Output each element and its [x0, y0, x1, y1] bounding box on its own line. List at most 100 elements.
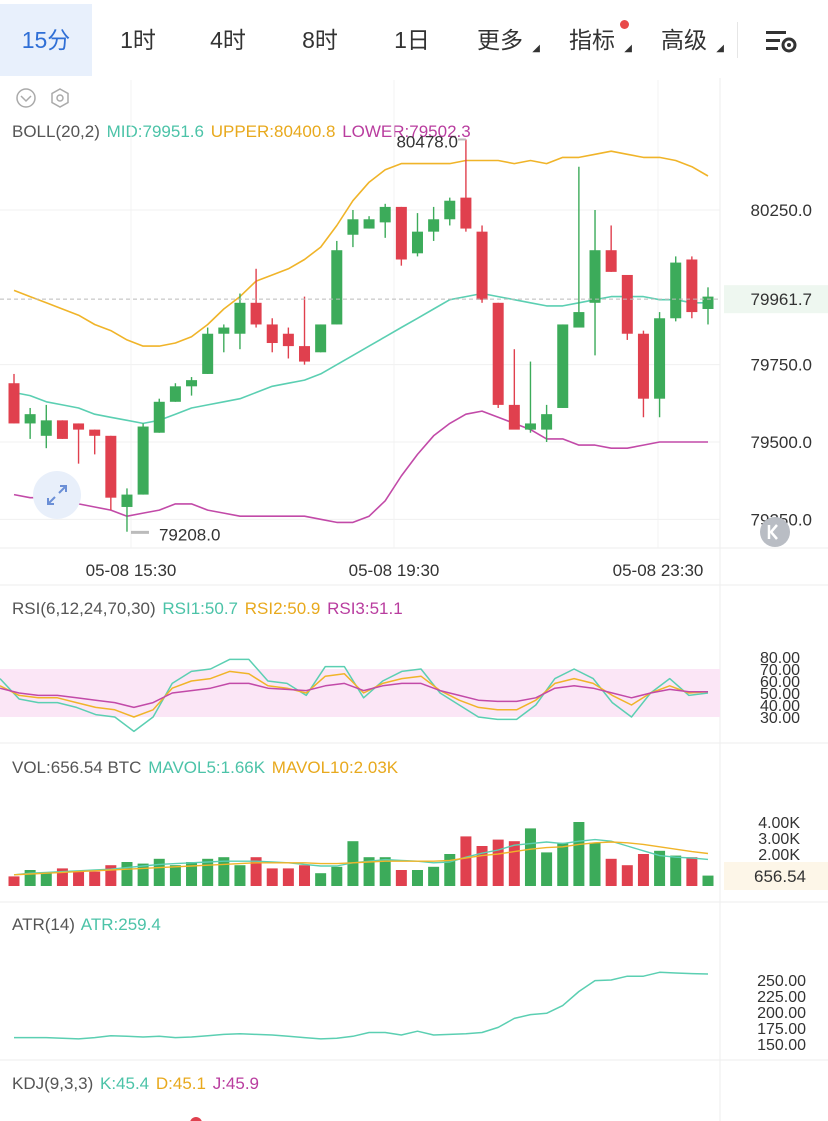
- tab-1d[interactable]: 1日: [394, 27, 430, 53]
- boll-mid-line: [13, 292, 708, 425]
- volume-bar: [428, 866, 440, 886]
- boll-upper-line: [13, 150, 709, 347]
- volume-bar: [492, 839, 504, 886]
- atr-value: ATR:259.4: [80, 915, 161, 934]
- volume-bar: [605, 858, 617, 886]
- volume-bar: [8, 876, 20, 886]
- rsi-header: RSI(6,12,24,70,30) RSI1:50.7 RSI2:50.9 R…: [12, 599, 405, 619]
- tab-4h[interactable]: 4时: [210, 27, 246, 53]
- volume-bar: [169, 865, 181, 886]
- candle-body: [186, 380, 198, 387]
- candle-body: [137, 426, 149, 495]
- volume-bar: [73, 871, 85, 886]
- collapse-chevron-icon[interactable]: [14, 86, 38, 110]
- y-tick-label: 80250.0: [751, 201, 812, 220]
- chart-settings-icon[interactable]: [764, 28, 800, 54]
- boll-name: BOLL(20,2): [12, 122, 100, 141]
- candle-body: [89, 429, 101, 436]
- volume-bar: [686, 857, 698, 886]
- candle-body: [654, 318, 666, 399]
- candle-body: [670, 262, 682, 319]
- volume-bar: [105, 865, 117, 886]
- tab-8h[interactable]: 8时: [302, 27, 338, 53]
- candle-body: [121, 494, 133, 507]
- rsi2-value: RSI2:50.9: [244, 599, 321, 618]
- volume-bar: [40, 873, 52, 886]
- volume-bar: [153, 858, 165, 886]
- tab-15m[interactable]: 15分: [0, 4, 92, 76]
- volume-bar: [186, 862, 198, 886]
- rsi-line-RSI1: [0, 658, 709, 733]
- high-price-marker: 80478.0: [396, 132, 457, 151]
- candle-body: [153, 401, 165, 433]
- vol-tick-label: 4.00K: [758, 815, 800, 832]
- candle-body: [282, 333, 294, 347]
- rsi-tick-label: 50.00: [760, 686, 800, 703]
- dropdown-triangle-icon: ◢: [716, 43, 724, 54]
- volume-bar: [541, 852, 553, 886]
- scroll-to-latest-icon[interactable]: [759, 516, 791, 548]
- atr-tick-label: 175.00: [757, 1021, 806, 1038]
- volume-bar: [266, 868, 278, 886]
- candle-body: [40, 420, 52, 436]
- rsi-tick-label: 60.00: [760, 674, 800, 691]
- boll-lower: LOWER:79502.3: [342, 122, 471, 141]
- candle-body: [605, 250, 617, 272]
- volume-bar: [121, 862, 133, 886]
- volume-bar: [637, 854, 649, 886]
- rsi-tick-label: 40.00: [760, 698, 800, 715]
- atr-tick-label: 150.00: [757, 1037, 806, 1054]
- tab-1h[interactable]: 1时: [120, 27, 156, 53]
- volume-bar: [654, 850, 666, 886]
- volume-bar: [202, 858, 214, 886]
- tab-indicators[interactable]: 指标 ◢: [569, 27, 632, 54]
- indicator-settings-icon[interactable]: [48, 86, 72, 110]
- atr-tick-label: 250.00: [757, 973, 806, 990]
- low-price-marker: 79208.0: [159, 525, 220, 544]
- rsi-tick-label: 80.00: [760, 650, 800, 667]
- volume-bar: [379, 857, 391, 886]
- candle-body: [56, 420, 68, 439]
- candle-body: [460, 197, 472, 229]
- kdj-header: KDJ(9,3,3) K:45.4 D:45.1 J:45.9: [12, 1074, 261, 1094]
- volume-bar: [508, 841, 520, 886]
- candle-body: [315, 324, 327, 353]
- candle-body: [202, 333, 214, 374]
- volume-bar: [363, 857, 375, 886]
- atr-tick-label: 200.00: [757, 1005, 806, 1022]
- expand-chart-icon[interactable]: [32, 470, 82, 520]
- candle-body: [169, 386, 181, 402]
- candle-body: [411, 231, 423, 254]
- candle-body: [363, 219, 375, 229]
- dropdown-triangle-icon: ◢: [624, 43, 632, 54]
- candle-body: [702, 296, 714, 309]
- volume-bar: [670, 855, 682, 886]
- notification-dot: [620, 20, 629, 29]
- volume-bar: [315, 873, 327, 886]
- volume-bar: [331, 866, 343, 886]
- volume-bar: [557, 842, 569, 886]
- candle-body: [347, 219, 359, 235]
- vol-name: VOL:656.54 BTC: [12, 758, 142, 777]
- volume-bar: [299, 865, 311, 886]
- tab-advanced[interactable]: 高级 ◢: [661, 27, 724, 54]
- candle-body: [24, 414, 36, 424]
- rsi1-value: RSI1:50.7: [162, 599, 238, 618]
- rsi-line-RSI2: [0, 670, 709, 718]
- candle-body: [8, 383, 20, 424]
- atr-header: ATR(14) ATR:259.4: [12, 915, 163, 935]
- candle-body: [266, 324, 278, 344]
- y-tick-label: 79500.0: [751, 433, 812, 452]
- candle-body: [428, 219, 440, 232]
- tab-more[interactable]: 更多 ◢: [477, 27, 540, 54]
- volume-bar: [476, 846, 488, 886]
- volume-bar: [56, 868, 68, 886]
- kdj-marker: [190, 1117, 202, 1121]
- last-price-bg: [724, 285, 828, 314]
- volume-bar: [347, 841, 359, 886]
- x-tick-label: 05-08 15:30: [86, 561, 177, 580]
- candle-body: [331, 250, 343, 325]
- candle-body: [686, 259, 698, 313]
- kdj-d: D:45.1: [155, 1074, 206, 1093]
